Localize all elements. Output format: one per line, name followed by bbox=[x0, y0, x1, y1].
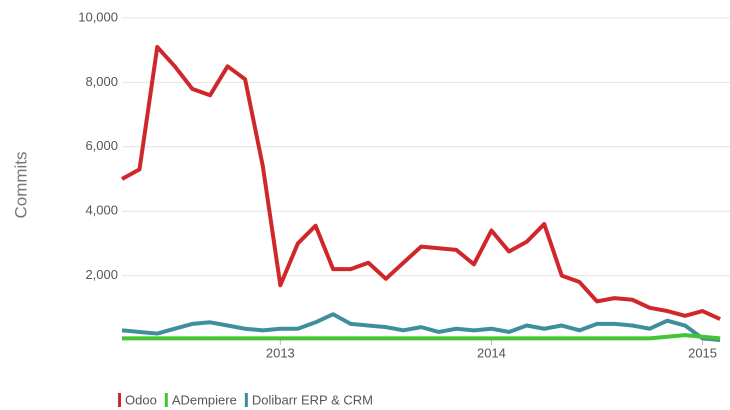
y-tick-label: 10,000 bbox=[78, 9, 118, 24]
series-line bbox=[121, 44, 721, 321]
y-tick-label: 2,000 bbox=[85, 267, 118, 282]
legend-label: Dolibarr ERP & CRM bbox=[252, 392, 373, 407]
series-line bbox=[122, 333, 721, 341]
legend-swatch bbox=[118, 393, 121, 407]
x-tick-label: 2013 bbox=[266, 345, 295, 360]
legend-label: Odoo bbox=[125, 392, 157, 407]
y-axis-label: Commits bbox=[11, 151, 30, 218]
x-tick-label: 2015 bbox=[688, 345, 717, 360]
y-tick-label: 6,000 bbox=[85, 138, 118, 153]
legend-label: ADempiere bbox=[172, 392, 237, 407]
x-tick-label: 2014 bbox=[477, 345, 506, 360]
legend-swatch bbox=[244, 393, 248, 407]
series-line bbox=[121, 312, 721, 342]
y-tick-label: 8,000 bbox=[85, 74, 118, 89]
y-tick-label: 4,000 bbox=[85, 203, 118, 218]
legend-swatch bbox=[164, 393, 168, 407]
